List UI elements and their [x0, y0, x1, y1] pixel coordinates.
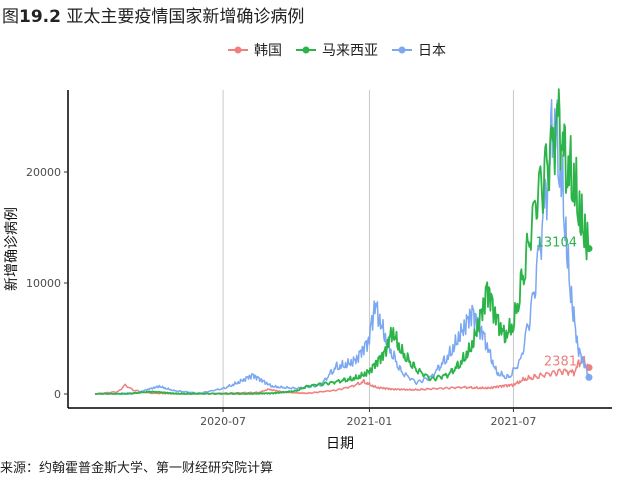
- legend-label-japan: 日本: [418, 43, 446, 59]
- legend-key-korea: [228, 46, 248, 54]
- legend-item-korea: 韩国: [228, 40, 282, 60]
- title-text: 亚太主要疫情国家新增确诊病例: [66, 7, 305, 27]
- legend-key-malaysia: [296, 46, 316, 54]
- y-tick-label-2: 20000: [26, 166, 61, 179]
- y-tick-label-0: 0: [54, 388, 61, 401]
- y-axis-title: 新增确诊病例: [4, 207, 20, 291]
- series-end-point-2: [585, 373, 593, 381]
- series-end-label-0: 2381: [544, 355, 577, 370]
- legend-item-japan: 日本: [392, 40, 446, 60]
- x-axis-title: 日期: [326, 436, 354, 452]
- series-line-1: [94, 88, 590, 395]
- x-tick-label-1: 2021-01: [346, 415, 392, 428]
- legend: 韩国 马来西亚 日本: [228, 40, 446, 60]
- chart-title: 图19.2 亚太主要疫情国家新增确诊病例: [2, 2, 304, 27]
- series-end-point-1: [585, 245, 593, 253]
- series-end-label-1: 13104: [536, 236, 577, 251]
- legend-item-malaysia: 马来西亚: [296, 40, 378, 60]
- title-prefix: 图: [2, 7, 19, 27]
- x-tick-label-2: 2021-07: [490, 415, 536, 428]
- legend-label-malaysia: 马来西亚: [322, 43, 378, 59]
- series-line-2: [94, 99, 590, 395]
- legend-label-korea: 韩国: [254, 43, 282, 59]
- y-tick-label-1: 10000: [26, 277, 61, 290]
- legend-key-japan: [392, 46, 412, 54]
- source-note: 来源：约翰霍普金斯大学、第一财经研究院计算: [0, 461, 274, 476]
- title-number: 19.2: [19, 7, 61, 27]
- x-tick-label-0: 2020-07: [200, 415, 246, 428]
